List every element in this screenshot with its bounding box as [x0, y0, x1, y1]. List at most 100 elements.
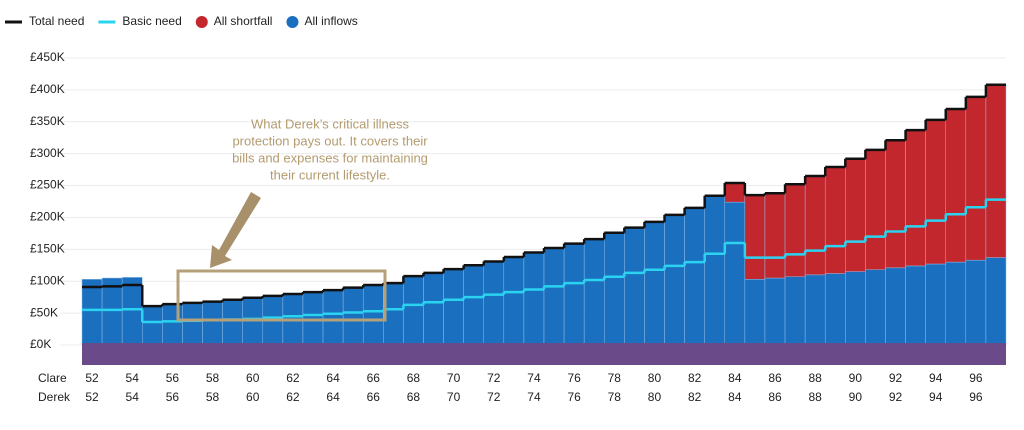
x-tick-label: 96	[969, 390, 983, 404]
y-tick-label: £100K	[30, 273, 65, 287]
bar	[945, 108, 967, 263]
bar	[604, 232, 625, 346]
x-tick-label: 52	[85, 390, 99, 404]
bar	[885, 140, 906, 269]
x-tick-label: 80	[648, 371, 662, 385]
x-tick-label: 86	[768, 390, 782, 404]
y-tick-label: £250K	[30, 178, 65, 192]
x-tick-label: 76	[567, 371, 581, 385]
bar	[322, 289, 344, 346]
x-tick-label: 54	[126, 371, 140, 385]
bar	[724, 182, 746, 203]
x-tick-label: 94	[929, 390, 943, 404]
x-tick-label: 78	[608, 371, 622, 385]
x-tick-label: 84	[728, 371, 742, 385]
bar	[543, 247, 565, 346]
x-tick-label: 62	[286, 371, 300, 385]
bar	[503, 256, 525, 346]
lines	[82, 83, 1006, 324]
x-tick-label: 60	[246, 371, 260, 385]
x-tick-label: 74	[527, 371, 541, 385]
bar	[121, 277, 143, 346]
bar	[845, 271, 866, 346]
bar	[684, 207, 705, 346]
bar	[744, 194, 766, 280]
x-tick-label: 72	[487, 390, 501, 404]
bar	[824, 166, 846, 274]
bar	[443, 268, 464, 346]
y-tick-label: £0K	[30, 337, 51, 351]
x-tick-label: 56	[166, 390, 180, 404]
x-tick-label: 90	[849, 371, 863, 385]
bar	[845, 158, 866, 272]
bar	[925, 263, 946, 346]
bar	[784, 276, 806, 346]
labels: £0K £50K £100K £150K £200K £250K £300K £350K £40…	[5, 14, 983, 404]
bar	[724, 201, 746, 346]
bar	[945, 261, 967, 346]
bar	[744, 279, 766, 346]
bar	[824, 273, 846, 346]
bar	[81, 279, 103, 346]
x-tick-label: 96	[969, 371, 983, 385]
bar	[202, 301, 223, 346]
legend-label: All inflows	[304, 14, 357, 28]
x-tick-label: 58	[206, 390, 220, 404]
bar	[664, 214, 685, 346]
bars	[81, 84, 1007, 365]
y-tick-label: £350K	[30, 114, 65, 128]
x-tick-label: 68	[407, 390, 421, 404]
bar	[965, 96, 987, 261]
bar	[985, 84, 1007, 258]
legend-swatch	[195, 16, 208, 28]
bar	[885, 267, 906, 346]
x-tick-label: 64	[326, 390, 340, 404]
legend-label: Basic need	[122, 14, 181, 28]
bar	[142, 305, 163, 346]
bar	[523, 252, 545, 346]
y-tick-label: £50K	[30, 305, 58, 319]
x-tick-label: 80	[648, 390, 662, 404]
x-tick-label: 84	[728, 390, 742, 404]
x-tick-label: 90	[849, 390, 863, 404]
bar	[222, 299, 243, 346]
x-tick-label: 88	[808, 390, 822, 404]
bar	[342, 287, 364, 346]
annotation-line: What Derek’s critical illness	[251, 116, 409, 131]
x-tick-label: 64	[326, 371, 340, 385]
bar	[423, 272, 444, 346]
x-tick-label: 74	[527, 390, 541, 404]
bar	[483, 261, 505, 346]
x-tick-label: 58	[206, 371, 220, 385]
bar	[925, 119, 946, 265]
x-tick-label: 54	[126, 390, 140, 404]
bar	[583, 238, 605, 346]
bar	[463, 265, 484, 346]
bar	[804, 175, 826, 276]
y-tick-label: £200K	[30, 210, 65, 224]
annotation-line: protection pays out. It covers their	[232, 133, 428, 148]
x-row-name: Clare	[38, 371, 67, 385]
bar	[985, 257, 1007, 346]
bar	[905, 265, 926, 346]
x-tick-label: 86	[768, 371, 782, 385]
bar	[704, 195, 726, 346]
y-tick-label: £400K	[30, 82, 65, 96]
x-tick-label: 88	[808, 371, 822, 385]
x-row-name: Derek	[38, 390, 71, 404]
overlay	[176, 192, 387, 322]
x-tick-label: 70	[447, 390, 461, 404]
legend-swatch	[286, 16, 299, 28]
base-band	[82, 343, 1006, 365]
legend-label: All shortfall	[214, 14, 273, 28]
x-tick-label: 52	[85, 371, 99, 385]
x-tick-label: 68	[407, 371, 421, 385]
bar	[764, 192, 786, 279]
bar	[563, 243, 585, 346]
x-tick-label: 94	[929, 371, 943, 385]
x-tick-label: 70	[447, 371, 461, 385]
y-tick-label: £450K	[30, 50, 65, 64]
annotation-line: their current lifestyle.	[270, 167, 390, 182]
bar	[624, 227, 645, 346]
bar	[784, 184, 806, 278]
